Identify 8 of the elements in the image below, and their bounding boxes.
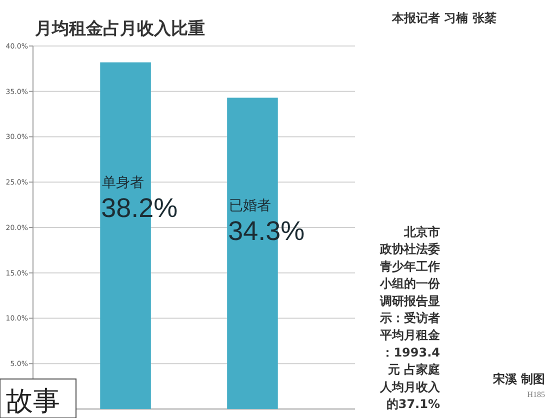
- x-tick-label: 单身者: [102, 175, 144, 192]
- text: 北京市政协社法委青少年工作小组的一份调研报告显示：受访者平均月租金：1993.4元 占家庭人均月收入的37.1%: [380, 225, 440, 411]
- chart-title: 月均租金占月收入比重: [34, 19, 205, 39]
- annotation: 故事: [6, 386, 60, 417]
- x-tick-label: 已婚者: [229, 198, 272, 214]
- text: H185: [527, 390, 545, 399]
- text: 宋溪 制图: [492, 372, 545, 386]
- text: 本报记者 习楠 张棻: [391, 11, 496, 25]
